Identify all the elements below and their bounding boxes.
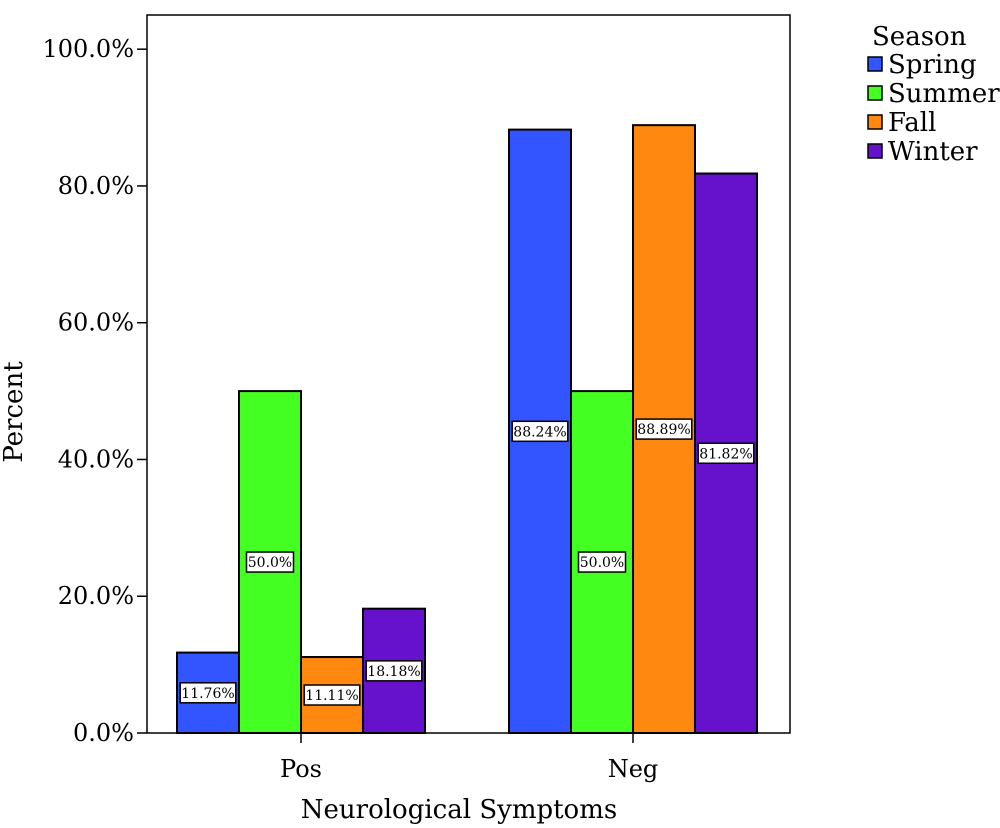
data-labels: 11.76% 50.0% 11.11% 18.18% 88.24% 50.0% 88.89%… xyxy=(179,418,755,706)
data-label-box xyxy=(577,551,627,573)
y-axis-title: Percent xyxy=(0,361,29,463)
data-label-fall-pos: 11.11% xyxy=(305,688,358,704)
data-label-spring-neg: 88.24% xyxy=(513,424,566,440)
legend-swatch-spring xyxy=(867,56,883,72)
y-tick-label: 60.0% xyxy=(58,309,134,337)
legend-label-spring: Spring xyxy=(888,50,977,80)
legend-label-summer: Summer xyxy=(888,79,1000,109)
data-label-box xyxy=(179,682,237,704)
data-label-summer-neg: 50.0% xyxy=(580,555,624,571)
legend-swatch-fall xyxy=(867,114,883,130)
data-label-box xyxy=(303,684,361,706)
legend-swatch-winter xyxy=(867,143,883,159)
data-label-box xyxy=(635,418,693,440)
data-label-box xyxy=(245,551,295,573)
legend-label-fall: Fall xyxy=(888,108,936,138)
data-label-summer-pos: 50.0% xyxy=(248,555,292,571)
data-label-winter-neg: 81.82% xyxy=(699,446,752,462)
y-tick-label: 40.0% xyxy=(58,445,134,473)
data-label-box xyxy=(365,660,423,682)
legend-label-winter: Winter xyxy=(888,137,978,167)
x-tick-label: Neg xyxy=(608,755,659,783)
data-label-fall-neg: 88.89% xyxy=(637,422,690,438)
data-label-winter-pos: 18.18% xyxy=(367,664,420,680)
x-tick-label: Pos xyxy=(280,755,322,783)
legend-swatch-summer xyxy=(867,85,883,101)
data-label-box xyxy=(511,420,569,443)
x-axis: Pos Neg xyxy=(280,733,658,783)
y-tick-label: 80.0% xyxy=(58,172,134,200)
data-label-box xyxy=(697,442,755,465)
y-axis: 0.0% 20.0% 40.0% 60.0% 80.0% 100.0% xyxy=(42,35,147,747)
y-tick-label: 0.0% xyxy=(73,719,134,747)
y-tick-label: 100.0% xyxy=(42,35,134,63)
legend-title: Season xyxy=(872,22,967,52)
data-label-spring-pos: 11.76% xyxy=(181,686,234,702)
y-tick-label: 20.0% xyxy=(58,582,134,610)
x-axis-title: Neurological Symptoms xyxy=(301,795,617,825)
